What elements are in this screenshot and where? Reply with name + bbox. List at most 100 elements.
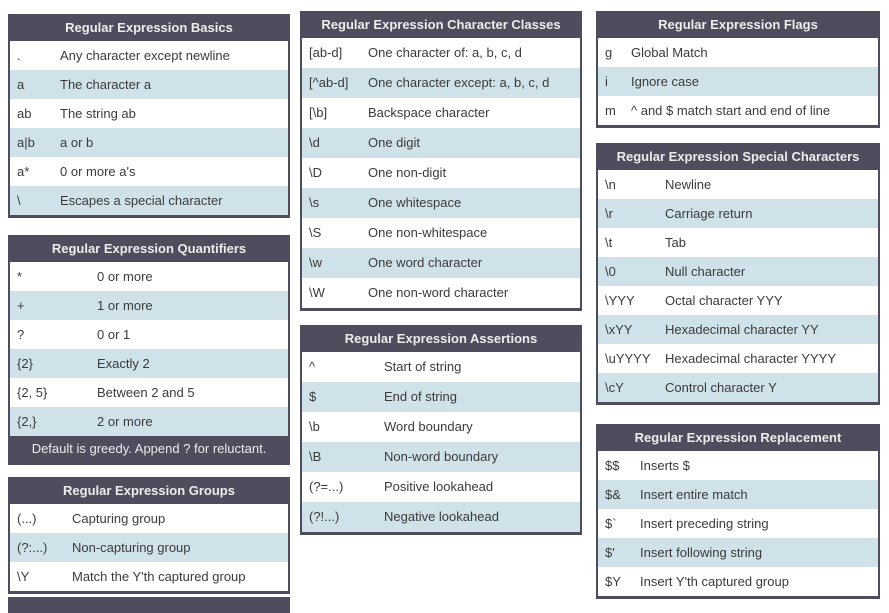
pattern-symbol: $Y [605,574,621,589]
table-row: [^ab-d] One character except: a, b, c, d [302,68,580,98]
pattern-description: Insert Y'th captured group [640,574,789,589]
table-row: \w One word character [302,248,580,278]
table-row: \r Carriage return [598,199,878,228]
pattern-symbol: ab [17,106,32,121]
pattern-symbol: \ [17,193,21,208]
pattern-symbol: \W [309,285,325,300]
table-row: * 0 or more [10,262,288,291]
table-row: \xYY Hexadecimal character YY [598,315,878,344]
table-row: \S One non-whitespace [302,218,580,248]
pattern-description: Between 2 and 5 [97,385,195,400]
table-row: \uYYYY Hexadecimal character YYYY [598,344,878,373]
pattern-description: Any character except newline [60,48,230,63]
table-row: {2, 5} Between 2 and 5 [10,378,288,407]
pattern-description: One character of: a, b, c, d [368,45,522,60]
pattern-symbol: \Y [17,569,30,584]
pattern-description: Inserts $ [640,458,690,473]
pattern-symbol: \cY [605,380,624,395]
pattern-symbol: $ [309,389,317,404]
pattern-description: Start of string [384,359,462,374]
column-right: Regular Expression Flags g Global Match i Ig… [596,11,880,599]
table-row: i Ignore case [598,67,878,96]
table-row: (...) Capturing group [10,504,288,533]
pattern-symbol: $` [605,516,617,531]
table-row: \n Newline [598,170,878,199]
column-middle: Regular Expression Character Classes [ab-… [300,11,582,535]
pattern-symbol: m [605,103,616,118]
table-assertions: Regular Expression Assertions ^ Start of s… [300,325,582,535]
pattern-symbol: i [605,74,608,89]
pattern-symbol: * [17,269,23,284]
pattern-description: Null character [665,264,746,279]
table-row: \ Escapes a special character [10,186,288,215]
table-row: {2,} 2 or more [10,407,288,436]
table-flags: Regular Expression Flags g Global Match i Ig… [596,11,880,128]
table-row: \s One whitespace [302,188,580,218]
pattern-description: One non-whitespace [368,225,488,240]
table-replacement-title: Regular Expression Replacement [598,426,878,451]
pattern-description: One non-word character [368,285,509,300]
pattern-description: Backspace character [368,105,490,120]
table-row: {2} Exactly 2 [10,349,288,378]
pattern-symbol: . [17,48,21,63]
table-row: \cY Control character Y [598,373,878,402]
pattern-symbol: [\b] [309,105,328,120]
pattern-symbol: \uYYYY [605,351,651,366]
pattern-symbol: \s [309,195,320,210]
pattern-description: Non-word boundary [384,449,499,464]
table-quantifiers-title: Regular Expression Quantifiers [10,237,288,262]
pattern-description: Escapes a special character [60,193,223,208]
pattern-symbol: ? [17,327,25,342]
table-row: $' Insert following string [598,538,878,567]
pattern-description: Ignore case [631,74,699,89]
table-charclasses: Regular Expression Character Classes [ab-… [300,11,582,311]
table-special-title: Regular Expression Special Characters [598,145,878,170]
pattern-description: 2 or more [97,414,153,429]
table-quantifiers-footer-note: Default is greedy. Append ? for reluctan… [10,436,288,462]
pattern-description: Tab [665,235,686,250]
table-row: a The character a [10,70,288,99]
table-row: . Any character except newline [10,41,288,70]
pattern-symbol: \YYY [605,293,635,308]
pattern-description: Octal character YYY [665,293,783,308]
table-row: \YYY Octal character YYY [598,286,878,315]
pattern-description: Exactly 2 [97,356,150,371]
table-replacement: Regular Expression Replacement $$ Inserts … [596,424,880,599]
table-special: Regular Expression Special Characters \n N… [596,143,880,405]
table-row: $& Insert entire match [598,480,878,509]
pattern-symbol: [ab-d] [309,45,343,60]
pattern-symbol: (?=...) [309,479,344,494]
pattern-description: Global Match [631,45,708,60]
table-row: \W One non-word character [302,278,580,308]
table-row: (?!...) Negative lookahead [302,502,580,532]
pattern-symbol: \xYY [605,322,633,337]
table-row: ? 0 or 1 [10,320,288,349]
pattern-symbol: \B [309,449,322,464]
pattern-symbol: \b [309,419,320,434]
pattern-description: Hexadecimal character YY [665,322,819,337]
cutoff-table-header [8,597,290,613]
table-row: \B Non-word boundary [302,442,580,472]
pattern-description: One whitespace [368,195,462,210]
pattern-symbol: \d [309,135,320,150]
table-row: $Y Insert Y'th captured group [598,567,878,596]
pattern-description: Insert following string [640,545,763,560]
table-quantifiers: Regular Expression Quantifiers * 0 or more… [8,235,290,465]
table-row: ab The string ab [10,99,288,128]
pattern-description: Control character Y [665,380,777,395]
pattern-symbol: + [17,298,25,313]
table-row: $` Insert preceding string [598,509,878,538]
pattern-symbol: a [17,77,25,92]
table-row: \Y Match the Y'th captured group [10,562,288,591]
table-row: (?=...) Positive lookahead [302,472,580,502]
pattern-symbol: $& [605,487,621,502]
pattern-description: One digit [368,135,421,150]
table-row: \D One non-digit [302,158,580,188]
table-row: [ab-d] One character of: a, b, c, d [302,38,580,68]
pattern-symbol: {2, 5} [17,385,48,400]
table-row: +1 or more [10,291,288,320]
pattern-symbol: (...) [17,511,37,526]
table-row: (?:...) Non-capturing group [10,533,288,562]
pattern-symbol: \0 [605,264,616,279]
